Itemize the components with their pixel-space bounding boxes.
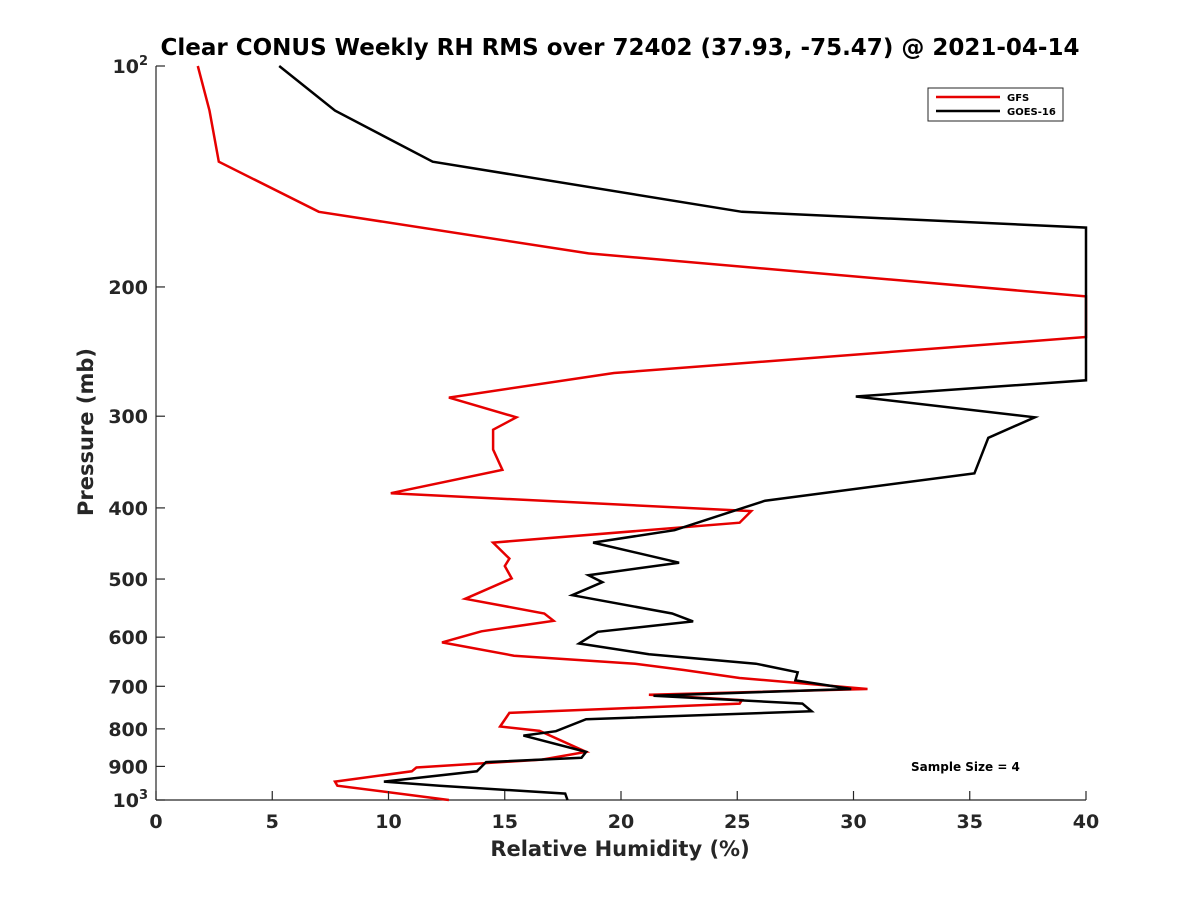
- chart-title: Clear CONUS Weekly RH RMS over 72402 (37…: [161, 35, 1080, 61]
- x-axis-ticks: 0 5 10 15 20 25 30 35 40: [149, 791, 1099, 833]
- y-tick-label: 500: [108, 569, 148, 591]
- y-tick-label: 300: [108, 406, 148, 428]
- x-tick-label: 25: [724, 811, 750, 833]
- y-tick-label: 600: [108, 627, 148, 649]
- legend-label-gfs: GFS: [1007, 93, 1029, 104]
- series-line-gfs: [196, 65, 1088, 802]
- x-tick-label: 15: [492, 811, 518, 833]
- x-tick-label: 0: [149, 811, 162, 833]
- y-tick-label: 700: [108, 676, 148, 698]
- x-tick-label: 35: [957, 811, 983, 833]
- y-tick-label: 102: [113, 54, 149, 78]
- x-tick-label: 5: [266, 811, 279, 833]
- y-tick-label: 900: [108, 756, 148, 778]
- legend-box: [927, 87, 1064, 122]
- y-tick-label: 200: [108, 277, 148, 299]
- series-line-goes16: [278, 65, 1088, 801]
- sample-size-annotation: Sample Size = 4: [911, 760, 1020, 774]
- legend: GFS GOES-16: [927, 87, 1064, 122]
- y-axis-label: Pressure (mb): [74, 348, 98, 516]
- x-tick-label: 30: [840, 811, 866, 833]
- y-tick-label: 400: [108, 498, 148, 520]
- y-axis-ticks: 102 200 300 400 500 600 700 800 900 103: [108, 54, 165, 812]
- series-layer: [196, 65, 1088, 802]
- legend-label-goes16: GOES-16: [1007, 107, 1056, 118]
- y-tick-label: 800: [108, 719, 148, 741]
- x-tick-label: 20: [608, 811, 634, 833]
- x-tick-label: 40: [1073, 811, 1099, 833]
- y-tick-label: 103: [113, 788, 149, 812]
- x-tick-label: 10: [375, 811, 401, 833]
- x-axis-label: Relative Humidity (%): [490, 837, 749, 861]
